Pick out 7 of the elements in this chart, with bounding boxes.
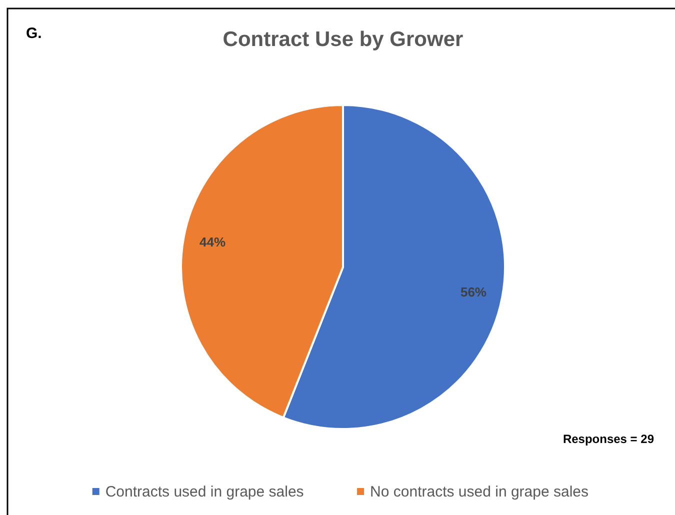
legend-label: No contracts used in grape sales [370,484,589,500]
legend-label: Contracts used in grape sales [105,484,304,500]
data-label: 44% [199,234,226,250]
chart-title: Contract Use by Grower [222,28,464,51]
data-label: 56% [460,284,487,300]
text: G. [26,25,42,42]
text: Responses = 29 [562,432,654,446]
